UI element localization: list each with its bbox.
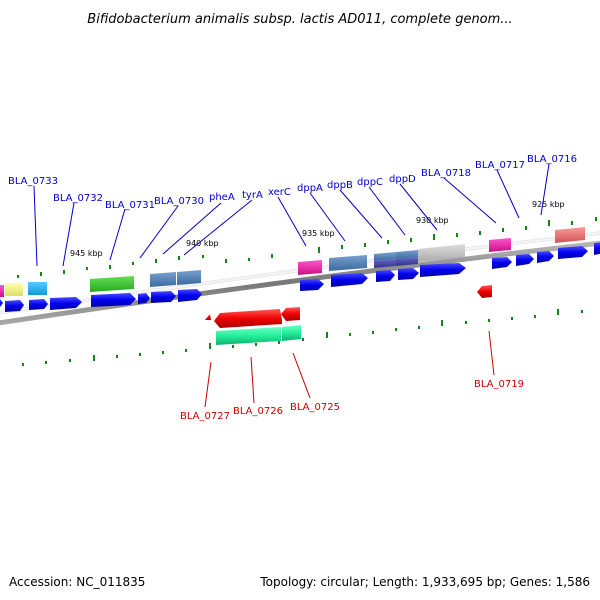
reverse-gene-labels: BLA_0727 BLA_0726 BLA_0725 BLA_0719 [180, 379, 524, 422]
forward-gene[interactable] [178, 289, 202, 302]
kbp-label: 925 kbp [532, 200, 565, 209]
forward-gene[interactable] [398, 268, 419, 280]
kbp-label: 930 kbp [416, 216, 449, 225]
forward-gene[interactable] [29, 299, 48, 310]
feature-block[interactable] [555, 227, 585, 243]
feature-block[interactable] [5, 283, 23, 296]
gene-label: tyrA [242, 190, 263, 201]
reverse-gene[interactable] [281, 307, 300, 321]
gene-label: dppB [327, 180, 353, 191]
feature-block[interactable] [0, 285, 4, 297]
feature-block[interactable] [396, 257, 418, 266]
gene-label: BLA_0731 [105, 200, 155, 211]
feature-block[interactable] [90, 276, 134, 292]
feature-block[interactable] [489, 238, 511, 252]
forward-gene[interactable] [5, 300, 24, 312]
accession-text: Accession: NC_011835 [9, 575, 145, 589]
feature-block[interactable] [177, 270, 201, 285]
forward-gene[interactable] [50, 297, 82, 310]
feature-block[interactable] [329, 255, 367, 271]
feature-block[interactable] [396, 250, 418, 259]
gene-label: BLA_0725 [290, 402, 340, 413]
reverse-strand-genes [205, 285, 492, 345]
forward-gene[interactable] [0, 299, 3, 307]
gene-label: BLA_0730 [154, 196, 204, 207]
feature-block[interactable] [374, 259, 396, 268]
genome-summary-text: Topology: circular; Length: 1,933,695 bp… [259, 575, 590, 589]
gene-label: BLA_0727 [180, 411, 230, 422]
gene-label: BLA_0719 [474, 379, 524, 390]
forward-gene[interactable] [594, 242, 600, 255]
forward-gene[interactable] [331, 273, 368, 287]
forward-gene[interactable] [420, 263, 466, 277]
reverse-gene[interactable] [477, 285, 492, 298]
gene-label: BLA_0733 [8, 176, 58, 187]
gene-label: dppA [297, 183, 323, 194]
reverse-gene[interactable] [214, 309, 282, 328]
forward-gene-labels: BLA_0733 BLA_0732 BLA_0731 BLA_0730 pheA… [8, 154, 577, 211]
reverse-gene[interactable] [205, 314, 211, 320]
forward-gene[interactable] [516, 254, 534, 266]
gene-label: dppD [389, 174, 416, 185]
map-title: Bifidobacterium animalis subsp. lactis A… [87, 12, 512, 27]
reverse-feature-block[interactable] [282, 325, 301, 341]
forward-gene[interactable] [300, 279, 324, 291]
forward-gene[interactable] [376, 270, 395, 282]
lower-tick-row [22, 309, 583, 366]
genome-backbone [0, 240, 600, 326]
gene-label: pheA [209, 192, 235, 203]
upper-tick-row [17, 217, 597, 278]
reverse-leader-lines [204, 330, 495, 408]
kbp-label: 935 kbp [302, 229, 335, 238]
gene-label: dppC [357, 177, 383, 188]
feature-block[interactable] [298, 260, 322, 275]
kbp-label: 945 kbp [70, 249, 103, 258]
gene-label: BLA_0732 [53, 193, 103, 204]
forward-feature-blocks [0, 227, 585, 297]
forward-gene[interactable] [138, 293, 150, 304]
reverse-feature-block[interactable] [216, 327, 281, 345]
forward-strand-genes [0, 242, 600, 312]
forward-gene[interactable] [91, 293, 136, 307]
feature-block[interactable] [28, 282, 47, 295]
gene-label: BLA_0716 [527, 154, 577, 165]
gene-label: BLA_0718 [421, 168, 471, 179]
forward-gene[interactable] [537, 251, 554, 263]
gene-label: BLA_0717 [475, 160, 525, 171]
feature-block[interactable] [418, 244, 465, 262]
forward-gene[interactable] [151, 291, 176, 303]
forward-leader-lines [33, 163, 550, 267]
feature-block[interactable] [150, 272, 176, 287]
kbp-label: 940 kbp [186, 239, 219, 248]
forward-gene[interactable] [492, 257, 512, 269]
forward-gene[interactable] [558, 246, 588, 259]
gene-label: BLA_0726 [233, 406, 283, 417]
feature-block[interactable] [374, 252, 396, 261]
gene-label: xerC [268, 187, 291, 198]
